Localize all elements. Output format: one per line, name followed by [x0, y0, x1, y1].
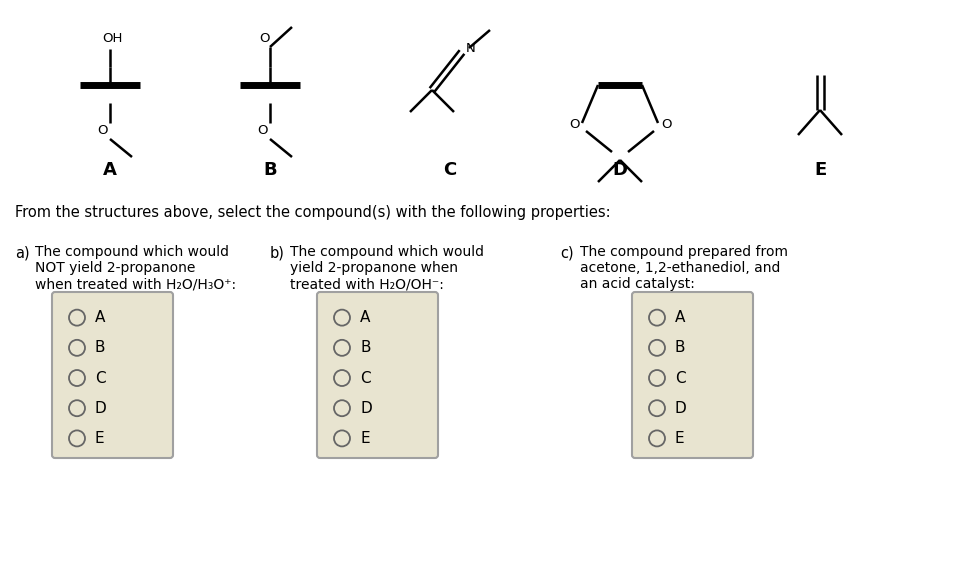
- Text: A: A: [675, 310, 685, 325]
- Text: E: E: [814, 161, 826, 179]
- Text: treated with H₂O/OH⁻:: treated with H₂O/OH⁻:: [290, 277, 443, 291]
- Text: A: A: [103, 161, 117, 179]
- Text: The compound which would: The compound which would: [35, 245, 229, 259]
- Text: when treated with H₂O/H₃O⁺:: when treated with H₂O/H₃O⁺:: [35, 277, 236, 291]
- Text: B: B: [263, 161, 277, 179]
- Text: The compound prepared from: The compound prepared from: [580, 245, 788, 259]
- Text: an acid catalyst:: an acid catalyst:: [580, 277, 695, 291]
- Text: C: C: [95, 370, 105, 386]
- Text: A: A: [95, 310, 105, 325]
- Text: c): c): [560, 245, 574, 260]
- Text: O: O: [257, 124, 268, 138]
- Text: A: A: [360, 310, 370, 325]
- Text: C: C: [675, 370, 686, 386]
- Text: B: B: [95, 340, 105, 355]
- Text: C: C: [443, 161, 457, 179]
- Text: NOT yield 2-propanone: NOT yield 2-propanone: [35, 261, 195, 275]
- Text: D: D: [612, 161, 628, 179]
- Text: The compound which would: The compound which would: [290, 245, 484, 259]
- Text: a): a): [15, 245, 30, 260]
- Text: E: E: [360, 431, 370, 446]
- Text: C: C: [360, 370, 371, 386]
- Text: D: D: [95, 401, 107, 416]
- FancyBboxPatch shape: [317, 292, 438, 458]
- FancyBboxPatch shape: [632, 292, 753, 458]
- Text: OH: OH: [101, 31, 122, 45]
- Text: D: D: [360, 401, 372, 416]
- Text: O: O: [260, 31, 270, 45]
- Text: E: E: [675, 431, 685, 446]
- Text: yield 2-propanone when: yield 2-propanone when: [290, 261, 458, 275]
- FancyBboxPatch shape: [52, 292, 173, 458]
- Text: D: D: [675, 401, 687, 416]
- Text: acetone, 1,2-ethanediol, and: acetone, 1,2-ethanediol, and: [580, 261, 781, 275]
- Text: b): b): [270, 245, 285, 260]
- Text: E: E: [95, 431, 104, 446]
- Text: B: B: [360, 340, 371, 355]
- Text: O: O: [97, 124, 107, 138]
- Text: B: B: [675, 340, 686, 355]
- Text: From the structures above, select the compound(s) with the following properties:: From the structures above, select the co…: [15, 205, 611, 220]
- Text: O: O: [661, 117, 671, 131]
- Text: O: O: [569, 117, 580, 131]
- Text: N: N: [466, 42, 475, 54]
